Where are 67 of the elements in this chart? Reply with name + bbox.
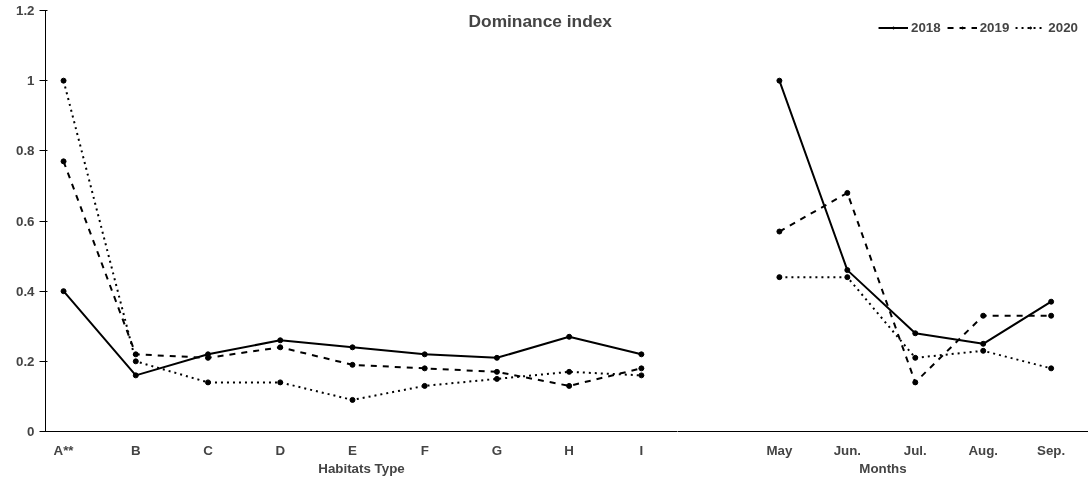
point	[566, 368, 573, 375]
point	[493, 354, 500, 361]
point	[980, 340, 987, 347]
point	[776, 77, 783, 84]
point	[421, 382, 428, 389]
x-tick-label: H	[564, 442, 574, 458]
point	[980, 312, 987, 319]
point	[844, 189, 851, 196]
y-tick-label: 0	[27, 424, 35, 439]
y-tick-label: 0.6	[15, 213, 35, 229]
point	[638, 351, 645, 358]
chart-title: Dominance index	[468, 11, 613, 32]
point	[980, 347, 987, 354]
point	[205, 379, 212, 386]
point	[132, 358, 139, 365]
legend-label: 2020	[1048, 20, 1078, 35]
point	[277, 337, 284, 344]
point	[566, 382, 573, 389]
point	[776, 274, 783, 281]
y-tick-label: 1.2	[15, 3, 35, 18]
point	[1048, 365, 1055, 372]
point	[277, 379, 284, 386]
point	[132, 351, 139, 358]
x-tick-label: I	[639, 442, 644, 458]
point	[493, 375, 500, 382]
point	[60, 158, 67, 165]
point	[132, 372, 139, 379]
x-tick-label: A**	[53, 442, 75, 458]
point	[1048, 312, 1055, 319]
point	[844, 267, 851, 274]
point	[349, 344, 356, 351]
point	[912, 354, 919, 361]
legend-label: 2018	[911, 20, 941, 35]
point	[566, 333, 573, 340]
x-tick-label: Jul.	[903, 442, 927, 458]
point	[1048, 298, 1055, 305]
x-axis-title: Habitats Type	[318, 460, 405, 476]
point	[349, 396, 356, 403]
point	[776, 228, 783, 235]
y-tick-label: 1	[27, 73, 36, 89]
point	[421, 351, 428, 358]
y-tick-label: 0.8	[15, 143, 35, 159]
y-tick-label: 0.4	[15, 283, 36, 299]
point	[60, 77, 67, 84]
y-tick-label: 0.2	[15, 353, 35, 369]
point	[844, 274, 851, 281]
point	[277, 344, 284, 351]
x-tick-label: May	[766, 442, 793, 458]
x-tick-label: D	[275, 442, 286, 458]
point	[638, 372, 645, 379]
point	[421, 365, 428, 372]
legend-label: 2019	[979, 20, 1010, 35]
point	[493, 368, 500, 375]
point	[349, 361, 356, 368]
x-tick-label: Jun.	[833, 442, 862, 458]
point	[60, 288, 67, 295]
x-tick-label: F	[420, 442, 429, 458]
point	[912, 379, 919, 386]
point	[912, 330, 919, 337]
x-tick-label: Aug.	[968, 442, 999, 458]
x-tick-label: B	[130, 442, 141, 458]
x-tick-label: Sep.	[1037, 442, 1066, 458]
x-tick-label: E	[348, 442, 358, 458]
x-axis-title: Months	[859, 460, 907, 476]
x-tick-label: G	[491, 442, 503, 458]
point	[638, 365, 645, 372]
x-tick-label: C	[203, 442, 214, 458]
